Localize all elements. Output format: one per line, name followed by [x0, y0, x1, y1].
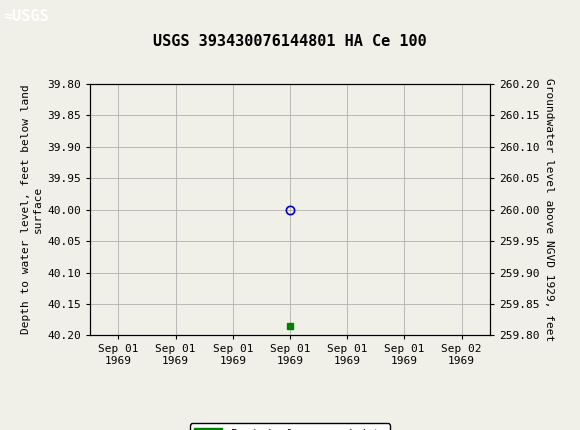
Y-axis label: Depth to water level, feet below land
surface: Depth to water level, feet below land su… — [20, 85, 43, 335]
Text: ≈USGS: ≈USGS — [3, 9, 49, 24]
Y-axis label: Groundwater level above NGVD 1929, feet: Groundwater level above NGVD 1929, feet — [544, 78, 554, 341]
Text: USGS 393430076144801 HA Ce 100: USGS 393430076144801 HA Ce 100 — [153, 34, 427, 49]
Legend: Period of approved data: Period of approved data — [190, 424, 390, 430]
